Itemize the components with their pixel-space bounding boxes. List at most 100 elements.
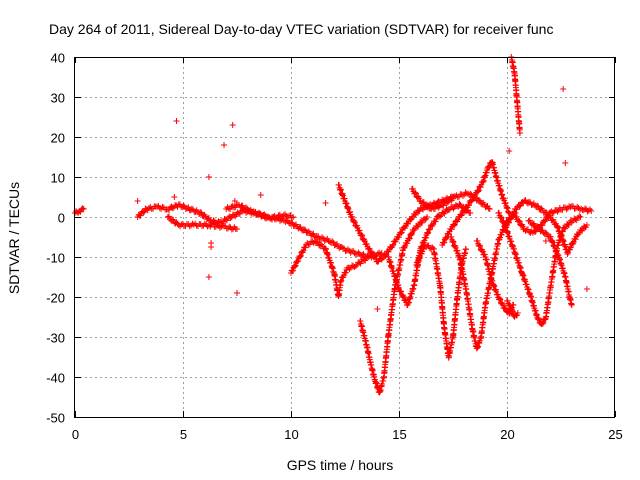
data-point-arc-e	[346, 266, 353, 273]
data-point-arc-s	[553, 247, 560, 254]
data-point-arc-s	[539, 227, 546, 234]
chart-title: Day 264 of 2011, Sidereal Day-to-day VTE…	[49, 21, 553, 37]
data-point-arc-i	[425, 242, 432, 249]
data-point-arc-b	[176, 201, 183, 208]
data-point-arc-r	[507, 302, 514, 309]
data-point-arc-n	[524, 226, 531, 233]
data-point-arc-h	[423, 234, 429, 241]
data-point-arc-i	[415, 254, 422, 261]
data-point-arc-k	[448, 226, 455, 233]
data-point-arc-e	[297, 252, 304, 259]
data-point-arc-f	[408, 215, 415, 222]
data-point-arc-h	[425, 229, 432, 236]
data-point-arc-f	[398, 229, 405, 236]
data-point-arc-s	[531, 220, 537, 227]
data-point-arc-o	[546, 212, 553, 219]
data-point-arc-b	[205, 215, 212, 222]
data-point-arc-a	[79, 205, 86, 212]
data-point-arc-b	[169, 205, 176, 212]
data-point-arc-a	[80, 206, 87, 212]
data-point-arc-n	[515, 217, 522, 224]
data-point-arc-o	[513, 206, 520, 213]
data-point-arc-k	[458, 212, 465, 219]
data-point-arc-o	[535, 203, 542, 210]
data-point-arc-e	[297, 253, 304, 260]
data-point-arc-b	[290, 214, 297, 220]
x-tick-label: 0	[72, 427, 79, 442]
data-points	[72, 54, 595, 396]
data-point-arc-f	[378, 256, 385, 263]
data-point-arc-o	[508, 214, 515, 221]
data-point-arc-c	[170, 216, 177, 223]
data-point-arc-k	[477, 183, 483, 190]
data-point-arc-c	[219, 222, 226, 229]
data-point-arc-g	[406, 236, 413, 243]
data-point-arc-e	[299, 248, 306, 255]
data-point-arc-n	[513, 213, 520, 220]
data-point-arc-c	[214, 221, 221, 228]
data-point-arc-c	[234, 226, 240, 232]
data-point-arc-d	[253, 211, 260, 218]
data-point-arc-n	[539, 222, 546, 229]
y-tick-label: -10	[46, 251, 65, 266]
data-point-arc-p	[412, 190, 419, 197]
data-point-outlier	[205, 274, 212, 280]
data-point-arc-c	[175, 222, 182, 229]
data-point-arc-g	[424, 214, 431, 220]
data-point-arc-m	[576, 213, 583, 220]
data-point-arc-f	[382, 252, 389, 259]
data-point-arc-j	[454, 247, 461, 254]
data-point-arc-h	[426, 226, 433, 233]
data-point-arc-h	[445, 206, 452, 213]
data-point-arc-n	[516, 218, 523, 225]
data-point-arc-d	[261, 211, 268, 218]
data-point-arc-e	[289, 267, 296, 274]
data-point-arc-k	[441, 239, 448, 246]
data-point-arc-c	[205, 222, 212, 229]
data-point-arc-d	[284, 217, 291, 224]
data-point-arc-e	[302, 244, 309, 251]
x-tick-label: 10	[284, 427, 298, 442]
data-point-arc-p	[420, 199, 427, 206]
data-point-arc-f	[416, 208, 423, 215]
data-point-arc-i	[416, 255, 423, 262]
data-point-outlier	[542, 238, 549, 244]
y-tick-label: 30	[51, 91, 65, 106]
data-point-arc-d	[319, 234, 326, 241]
data-point-arc-k	[468, 198, 475, 205]
data-point-arc-d	[230, 204, 237, 211]
data-point-arc-n	[554, 208, 561, 215]
data-point-arc-h	[467, 210, 474, 216]
data-point-arc-k	[475, 187, 482, 194]
data-point-arc-h	[456, 200, 463, 207]
data-point-arc-b	[198, 209, 205, 216]
data-point-arc-k	[485, 163, 492, 170]
data-point-arc-c	[199, 223, 206, 230]
data-point-arc-p	[486, 206, 493, 212]
data-point-arc-g	[404, 240, 411, 247]
y-tick-label: -30	[46, 331, 65, 346]
data-point-arc-b	[236, 210, 243, 217]
data-point-arc-f	[395, 234, 402, 241]
data-point-arc-f	[351, 219, 358, 226]
data-point-arc-m	[535, 315, 542, 322]
data-point-arc-f	[398, 230, 405, 237]
data-point-arc-j	[455, 252, 462, 259]
data-point-arc-p	[462, 189, 469, 196]
data-point-arc-h	[399, 293, 406, 300]
data-point-arc-o	[566, 245, 573, 252]
data-point-arc-d	[355, 249, 362, 256]
x-tick-label: 5	[180, 427, 187, 442]
data-point-arc-k	[465, 202, 472, 209]
data-point-outlier	[322, 200, 329, 206]
data-point-arc-m	[577, 214, 584, 220]
data-point-arc-b	[197, 209, 204, 216]
data-point-arc-p	[477, 197, 483, 204]
data-point-arc-k	[443, 235, 450, 242]
data-point-arc-k	[475, 188, 482, 195]
data-point-arc-f	[360, 236, 367, 243]
data-point-arc-o	[507, 215, 514, 222]
data-point-arc-c	[201, 220, 208, 227]
data-point-arc-o	[583, 222, 590, 228]
data-point-arc-b	[143, 206, 150, 213]
